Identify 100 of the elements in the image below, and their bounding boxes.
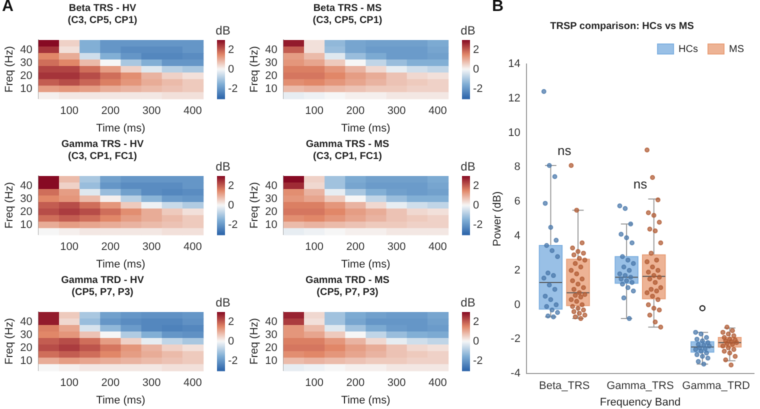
y-tick-label: 10 [508,126,520,139]
x-tick-label: 300 [387,241,406,254]
x-tick-label: 400 [428,377,447,390]
x-axis-title: Time (ms) [341,394,390,406]
x-tick-label: 200 [346,241,365,254]
color-bar-label: 2 [473,44,480,56]
y-axis-title: Freq (Hz) [248,318,261,365]
color-bar-label: 0 [228,63,234,76]
x-tick-label: 100 [305,241,324,254]
y-axis-title: Freq (Hz) [4,182,16,229]
y-tick-label: 30 [265,328,278,341]
text: A [2,0,14,16]
color-bar-label: -2 [228,354,238,367]
chart-title: TRSP comparison: HCs vs MS [550,20,694,32]
color-bar-label: -2 [228,82,238,95]
y-tick-label: 30 [20,328,32,341]
color-bar-label: -2 [473,218,483,231]
chart-title: Gamma TRS - HV [61,138,144,150]
y-tick-label: 10 [20,218,32,231]
color-bar-label: 2 [473,316,480,328]
color-bar-label: 2 [473,180,480,192]
color-bar-title: dB [460,23,476,38]
color-bar-label: -2 [473,354,483,367]
y-tick-label: 2 [514,264,520,276]
y-axis-title: Freq (Hz) [4,318,16,365]
y-tick-label: 20 [265,70,278,82]
color-bar-title: dB [460,159,476,174]
y-axis-title: Freq (Hz) [248,182,261,229]
color-bar-title: dB [216,295,230,310]
x-tick-label: 300 [142,377,161,390]
x-tick-label: Beta_TRS [538,380,590,392]
y-tick-label: 0 [514,298,520,311]
x-tick-label: 300 [142,105,161,118]
x-tick-label: 300 [387,377,406,390]
y-tick-label: 10 [265,218,278,231]
y-tick-label: 30 [265,56,278,69]
y-tick-label: 14 [508,58,520,70]
y-tick-label: 40 [265,316,278,328]
x-tick-label: Gamma_TRD [682,380,750,392]
x-tick-label: Gamma_TRS [606,380,674,392]
y-tick-label: 8 [514,161,520,174]
y-tick-label: 20 [265,342,278,354]
color-bar-label: 0 [228,199,234,212]
color-bar-label: -2 [473,82,483,95]
y-tick-label: 20 [265,206,278,218]
y-tick-label: 4 [514,230,520,242]
color-bar-title: dB [460,295,476,310]
y-tick-label: 10 [265,354,278,367]
chart-subtitle: (CP5, P7, P3) [72,286,134,298]
x-tick-label: 100 [305,377,324,390]
x-tick-label: 400 [184,377,202,390]
legend-label: MS [729,44,744,55]
y-tick-label: 40 [20,316,32,328]
x-tick-label: 400 [428,105,447,118]
chart-title: Gamma TRD - MS [306,274,390,286]
y-axis-title: Freq (Hz) [248,46,261,93]
color-bar-title: dB [216,23,230,38]
x-tick-label: 400 [184,241,202,254]
x-axis-title: Time (ms) [96,258,146,270]
y-axis-title: Power (dB) [492,191,504,246]
y-tick-label: -4 [510,368,520,380]
chart-title: Beta TRS - MS [313,2,382,14]
x-tick-label: 300 [142,241,161,254]
x-tick-label: 200 [346,105,365,118]
y-tick-label: 20 [20,206,32,218]
chart-subtitle: (C3, CP1, FC1) [68,150,137,162]
x-tick-label: 200 [101,377,120,390]
x-tick-label: 300 [387,105,406,118]
y-tick-label: 30 [265,192,278,205]
x-tick-label: 100 [60,241,78,254]
x-axis-title: Time (ms) [96,122,146,134]
x-axis-title: Time (ms) [341,258,390,270]
color-bar-label: -2 [228,218,238,231]
color-bar-label: 2 [228,44,234,56]
y-tick-label: 10 [20,354,32,367]
y-tick-label: 20 [20,70,32,82]
chart-title: Beta TRS - HV [68,2,136,14]
y-tick-label: 40 [20,44,32,56]
color-bar-label: 0 [473,199,480,212]
color-bar-title: dB [216,159,230,174]
x-tick-label: 200 [346,377,365,390]
x-tick-label: 200 [101,105,120,118]
y-tick-label: 30 [20,56,32,69]
x-axis-title: Time (ms) [96,394,146,406]
x-tick-label: 100 [305,105,324,118]
chart-title: Gamma TRS - MS [306,138,390,150]
y-tick-label: 6 [514,196,520,208]
color-bar-label: 0 [473,335,480,348]
x-axis-title: Time (ms) [341,122,390,134]
annotation: ns [557,143,572,158]
x-axis-title: Frequency Band [600,396,681,408]
y-tick-label: 10 [265,82,278,95]
text: B [492,0,504,16]
y-tick-label: 40 [265,180,278,192]
chart-subtitle: (C3, CP1, FC1) [313,150,382,162]
x-tick-label: 400 [184,105,202,118]
color-bar-label: 2 [228,180,234,192]
x-tick-label: 200 [101,241,120,254]
color-bar-label: 2 [228,316,234,328]
y-tick-label: 12 [508,92,520,104]
